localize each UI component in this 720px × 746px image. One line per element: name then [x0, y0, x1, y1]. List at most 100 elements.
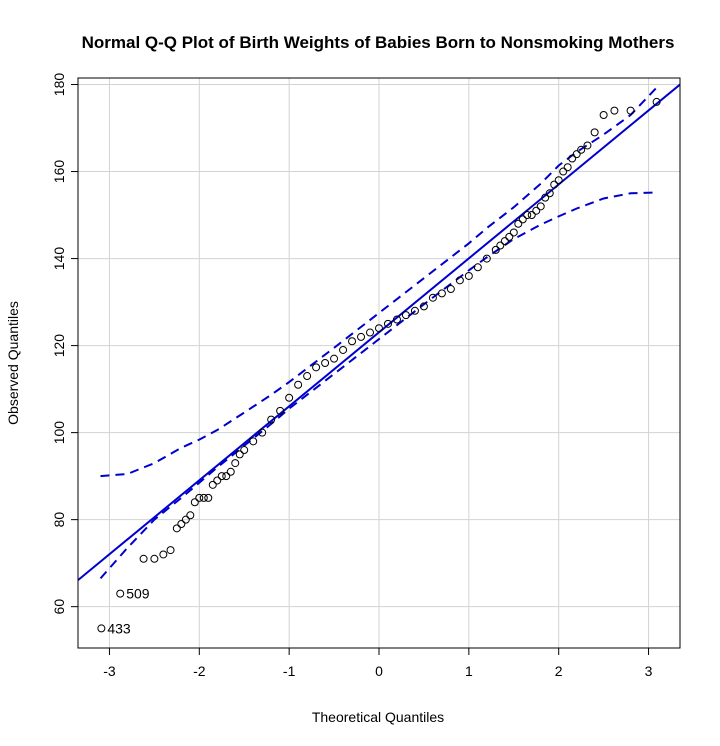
data-point [208, 480, 217, 489]
data-points [97, 97, 661, 633]
x-tick-label: 1 [465, 663, 473, 679]
data-point [545, 189, 554, 198]
data-point [303, 372, 312, 381]
data-point [496, 241, 505, 250]
data-point [285, 393, 294, 402]
data-point [500, 237, 509, 246]
data-point [383, 319, 392, 328]
chart-title: Normal Q-Q Plot of Birth Weights of Babi… [82, 33, 675, 52]
data-point [464, 271, 473, 280]
data-point [366, 328, 375, 337]
y-axis-label: Observed Quantiles [5, 301, 21, 425]
data-point [527, 211, 536, 220]
data-point [190, 498, 199, 507]
data-point [572, 150, 581, 159]
grid-lines [78, 78, 680, 648]
data-point [231, 459, 240, 468]
x-tick-label: 3 [645, 663, 653, 679]
data-point [195, 493, 204, 502]
data-point [652, 97, 661, 106]
data-point [177, 519, 186, 528]
data-point [213, 476, 222, 485]
y-tick-label: 140 [51, 247, 67, 271]
data-point [428, 293, 437, 302]
data-point [437, 289, 446, 298]
data-point [294, 380, 303, 389]
reference-line-segment [78, 83, 680, 581]
x-tick-label: 2 [555, 663, 563, 679]
data-point [541, 193, 550, 202]
y-tick-label: 80 [51, 512, 67, 528]
data-point [181, 515, 190, 524]
data-point [116, 589, 125, 598]
data-point [217, 472, 226, 481]
y-tick-label: 180 [51, 73, 67, 97]
data-point [240, 446, 249, 455]
x-tick-label: -2 [193, 663, 206, 679]
data-point [276, 406, 285, 415]
data-point [222, 472, 231, 481]
data-point [518, 215, 527, 224]
data-point [559, 167, 568, 176]
x-tick-label: 0 [375, 663, 383, 679]
data-point [258, 428, 267, 437]
x-axis-label: Theoretical Quantiles [312, 709, 444, 725]
y-tick-label: 160 [51, 160, 67, 184]
data-point [139, 554, 148, 563]
data-point [473, 263, 482, 272]
data-point [186, 511, 195, 520]
data-point [267, 415, 276, 424]
data-point [563, 163, 572, 172]
data-point [401, 311, 410, 320]
data-point [491, 245, 500, 254]
data-point [172, 524, 181, 533]
data-point [226, 467, 235, 476]
x-tick-label: -3 [103, 663, 116, 679]
point-label: 433 [107, 620, 131, 636]
data-point [312, 363, 321, 372]
data-point [505, 232, 514, 241]
data-point [523, 211, 532, 220]
confidence-band-lower [99, 191, 658, 580]
data-point [599, 110, 608, 119]
data-point [577, 145, 586, 154]
data-point [536, 202, 545, 211]
data-point [235, 450, 244, 459]
data-point [204, 493, 213, 502]
data-point [150, 554, 159, 563]
data-point [550, 180, 559, 189]
data-point [509, 228, 518, 237]
confidence-band [99, 86, 659, 580]
y-tick-label: 60 [51, 599, 67, 615]
confidence-band-upper [100, 86, 659, 478]
y-axis: 60 80 100 120 140 160 180 [51, 73, 78, 615]
data-point [339, 345, 348, 354]
data-point [166, 546, 175, 555]
data-point [199, 493, 208, 502]
data-point [97, 624, 106, 633]
data-point [568, 154, 577, 163]
data-point [583, 141, 592, 150]
data-point [482, 254, 491, 263]
data-point [392, 315, 401, 324]
x-axis: -3 -2 -1 0 1 2 3 [103, 648, 653, 679]
point-labels: 433 509 [107, 586, 149, 637]
data-point [348, 337, 357, 346]
data-point [626, 106, 635, 115]
reference-line [78, 83, 680, 581]
data-point [375, 324, 383, 333]
point-label: 509 [126, 586, 150, 602]
data-point [446, 285, 455, 294]
data-point [249, 437, 258, 446]
data-point [514, 219, 523, 228]
y-tick-label: 100 [51, 421, 67, 445]
x-tick-label: -1 [283, 663, 296, 679]
data-point [357, 332, 366, 341]
data-point [321, 359, 330, 367]
data-point [419, 302, 428, 311]
data-point [159, 550, 168, 559]
data-point [610, 106, 619, 115]
data-point [455, 276, 464, 285]
data-point [330, 354, 339, 363]
